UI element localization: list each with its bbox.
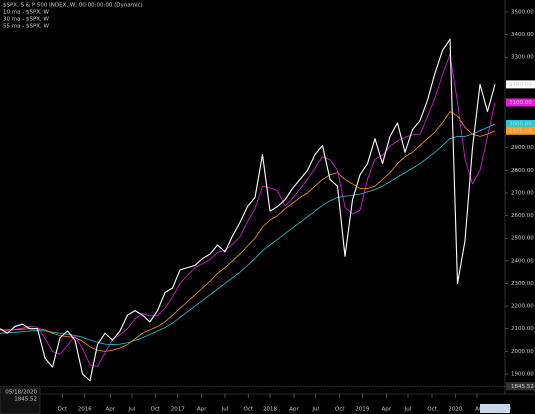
last-value-tag	[506, 126, 535, 135]
crosshair-label: 1845.52	[511, 384, 534, 390]
x-tick-label: Apr	[197, 407, 207, 413]
y-tick-label: 2600.00	[511, 213, 534, 219]
last-value-tag	[506, 80, 535, 89]
legend-entry: 55 ma - $SPX, W	[3, 24, 50, 30]
last-value-tag	[506, 98, 535, 107]
x-tick-label: 2017	[171, 407, 185, 413]
x-tick-label: Apr	[381, 407, 391, 413]
x-tick-label: 2019	[355, 407, 369, 413]
legend-entry: 30 ma - $SPX, W	[3, 17, 50, 23]
x-tick-label: Apr	[289, 407, 299, 413]
x-tick-label: Oct	[150, 407, 160, 413]
last-value-label: 3180.00	[509, 82, 532, 88]
series-line	[0, 53, 496, 367]
x-tick-label: Jul	[221, 407, 229, 413]
y-tick-label: 3300.00	[511, 55, 534, 61]
series-line	[0, 123, 496, 345]
crosshair-tag	[506, 382, 535, 391]
series-line	[0, 38, 496, 382]
cursor-box	[0, 387, 41, 414]
y-tick-label: 2900.00	[511, 145, 534, 151]
x-tick-label: Oct	[243, 407, 253, 413]
chart-title: $SPX, S & P 500 INDEX, W, 00:00:00:00 (D…	[3, 3, 143, 9]
cursor-date: 05/18/2020	[5, 390, 37, 396]
last-value-label: 3005.00	[509, 121, 532, 127]
date-tag	[480, 404, 510, 413]
date-tag-label: 05/18/2020	[479, 407, 511, 413]
x-tick-label: Jul	[404, 407, 412, 413]
y-tick-label: 2400.00	[511, 258, 534, 264]
y-tick-label: 2500.00	[511, 236, 534, 242]
legend-entry: 10 ma - $SPX, W	[3, 10, 50, 16]
y-tick-label: 2100.00	[511, 326, 534, 332]
y-tick-label: 1900.00	[511, 371, 534, 377]
y-tick-label: 2000.00	[511, 349, 534, 355]
x-tick-label: Apr	[105, 407, 115, 413]
x-tick-label: 2016	[78, 407, 92, 413]
y-tick-label: 3500.00	[511, 9, 534, 15]
x-tick-label: Oct	[427, 407, 437, 413]
y-tick-label: 2800.00	[511, 168, 534, 174]
legend: $SPX, S & P 500 INDEX, W, 00:00:00:00 (D…	[3, 3, 143, 30]
x-tick-label: Jul	[128, 407, 136, 413]
x-tick-label: 2020	[448, 407, 462, 413]
x-tick-label: Jul	[311, 407, 319, 413]
y-tick-label: 2200.00	[511, 304, 534, 310]
x-tick-label: Oct	[57, 407, 67, 413]
x-tick-label: Oct	[335, 407, 345, 413]
cursor-value: 1845.52	[14, 397, 37, 403]
y-tick-label: 3400.00	[511, 32, 534, 38]
y-tick-label: 2700.00	[511, 190, 534, 196]
x-tick-label: A	[475, 407, 479, 413]
y-tick-label: 2300.00	[511, 281, 534, 287]
series-line	[0, 111, 496, 352]
last-value-label: 3100.00	[509, 100, 532, 106]
last-value-tag	[506, 119, 535, 128]
x-tick-label: 2018	[263, 407, 277, 413]
last-value-label: 2975.00	[509, 128, 532, 134]
